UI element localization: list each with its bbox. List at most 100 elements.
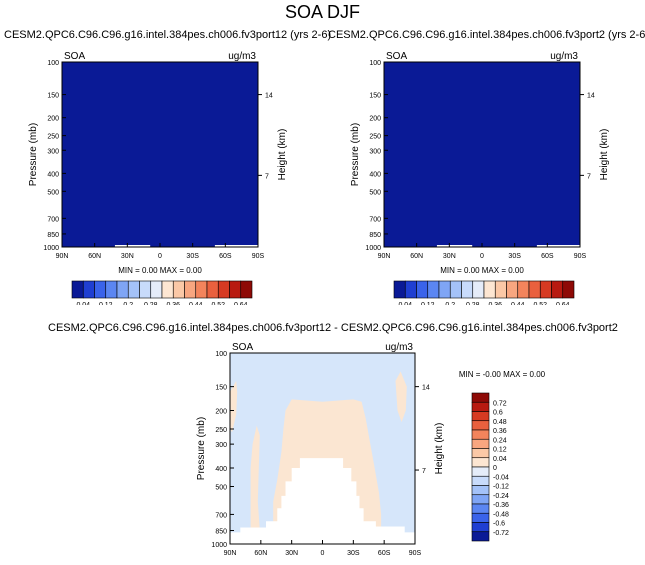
colorbar-swatch <box>471 522 490 533</box>
y-tick-label: 700 <box>369 216 381 223</box>
x-tick-label: 60S <box>541 253 554 260</box>
colorbar-swatch <box>150 280 163 299</box>
positive-region <box>230 380 238 433</box>
colorbar-label: 0.64 <box>556 302 570 305</box>
colorbar-swatch <box>471 503 490 514</box>
y-tick-label: 100 <box>47 60 59 67</box>
colorbar-label: 0.36 <box>166 302 180 305</box>
colorbar-label: 0.2 <box>445 302 455 305</box>
colorbar-swatch <box>438 280 451 299</box>
x-tick-label: 60S <box>378 550 391 557</box>
x-tick-label: 60N <box>88 253 101 260</box>
y-tick-label: 1000 <box>211 542 227 549</box>
colorbar-label: -0.04 <box>493 474 509 481</box>
y-tick-label: 200 <box>369 116 381 123</box>
x-tick-label: 0 <box>321 550 325 557</box>
y-tick-label: 200 <box>215 408 227 415</box>
x-tick-label: 30S <box>347 550 360 557</box>
colorbar-swatch <box>471 420 490 431</box>
colorbar-swatch <box>404 280 417 299</box>
colorbar-swatch <box>206 280 219 299</box>
units-label: ug/m3 <box>550 51 578 62</box>
colorbar-label: 0.72 <box>493 400 507 407</box>
right-axis-title: Height (km) <box>599 129 610 181</box>
colorbar-swatch <box>471 448 490 459</box>
x-tick-label: 90N <box>56 253 69 260</box>
x-tick-label: 30S <box>508 253 521 260</box>
colorbar-swatch <box>94 280 107 299</box>
colorbar-swatch <box>161 280 174 299</box>
colorbar-swatch <box>471 531 490 542</box>
colorbar-swatch <box>461 280 474 299</box>
colorbar-label: -0.12 <box>493 484 509 491</box>
x-tick-label: 0 <box>158 253 162 260</box>
colorbar-swatch <box>551 280 564 299</box>
colorbar-swatch <box>471 429 490 440</box>
y-tick-label: 500 <box>369 189 381 196</box>
height-tick-label: 14 <box>265 93 273 100</box>
x-tick-label: 30N <box>121 253 134 260</box>
y-tick-label: 850 <box>47 232 59 239</box>
colorbar-label: 0.04 <box>398 302 412 305</box>
colorbar-swatch <box>528 280 541 299</box>
height-tick-label: 7 <box>587 173 591 180</box>
colorbar-label: 0.2 <box>123 302 133 305</box>
colorbar-label: -0.6 <box>493 521 505 528</box>
units-label: ug/m3 <box>385 342 413 353</box>
field-name-label: SOA <box>64 51 85 62</box>
surface-gap <box>214 245 258 247</box>
y-tick-label: 500 <box>215 485 227 492</box>
colorbar-swatch <box>139 280 152 299</box>
y-tick-label: 300 <box>47 148 59 155</box>
y-tick-label: 100 <box>215 351 227 358</box>
height-tick-label: 14 <box>422 385 430 392</box>
colorbar-label: 0.52 <box>211 302 225 305</box>
colorbar-swatch <box>471 392 490 403</box>
y-tick-label: 300 <box>215 442 227 449</box>
field-fill <box>384 62 580 247</box>
y-tick-label: 500 <box>47 189 59 196</box>
colorbar-label: 0.64 <box>234 302 248 305</box>
colorbar-swatch <box>217 280 230 299</box>
y-tick-label: 400 <box>215 466 227 473</box>
missing-data-region <box>230 458 415 544</box>
x-tick-label: 90S <box>409 550 422 557</box>
panel3-plot: SOA ug/m310015020025030040050070085010009… <box>196 342 546 557</box>
colorbar-swatch <box>506 280 519 299</box>
x-tick-label: 90N <box>378 253 391 260</box>
y-tick-label: 400 <box>47 171 59 178</box>
colorbar-label: 0.12 <box>421 302 435 305</box>
colorbar-swatch <box>471 466 490 477</box>
y-tick-label: 150 <box>215 385 227 392</box>
surface-gap <box>114 245 151 247</box>
colorbar-label: 0.36 <box>493 428 507 435</box>
colorbar-label: 0.52 <box>533 302 547 305</box>
field-name-label: SOA <box>386 51 407 62</box>
colorbar-swatch <box>105 280 118 299</box>
colorbar-swatch <box>471 401 490 412</box>
x-tick-label: 90S <box>574 253 587 260</box>
field-name-label: SOA <box>232 342 253 353</box>
colorbar-swatch <box>240 280 253 299</box>
field-fill <box>62 62 258 247</box>
colorbar-swatch <box>127 280 140 299</box>
positive-region <box>395 371 407 423</box>
colorbar-swatch <box>471 457 490 468</box>
y-tick-label: 100 <box>369 60 381 67</box>
colorbar-swatch <box>562 280 575 299</box>
colorbar-swatch <box>471 475 490 486</box>
y-tick-label: 250 <box>215 427 227 434</box>
right-axis-title: Height (km) <box>277 129 288 181</box>
y-tick-label: 150 <box>369 93 381 100</box>
y-tick-label: 850 <box>215 529 227 536</box>
height-tick-label: 7 <box>422 468 426 475</box>
panel2-title: CESM2.QPC6.C96.C96.g16.intel.384pes.ch00… <box>328 29 645 41</box>
colorbar-swatch <box>483 280 496 299</box>
colorbar-swatch <box>471 411 490 422</box>
y-tick-label: 700 <box>47 216 59 223</box>
colorbar-label: 0.12 <box>99 302 113 305</box>
x-tick-label: 90N <box>224 550 237 557</box>
surface-gap <box>536 245 580 247</box>
colorbar-swatch <box>393 280 406 299</box>
y-tick-label: 850 <box>369 232 381 239</box>
